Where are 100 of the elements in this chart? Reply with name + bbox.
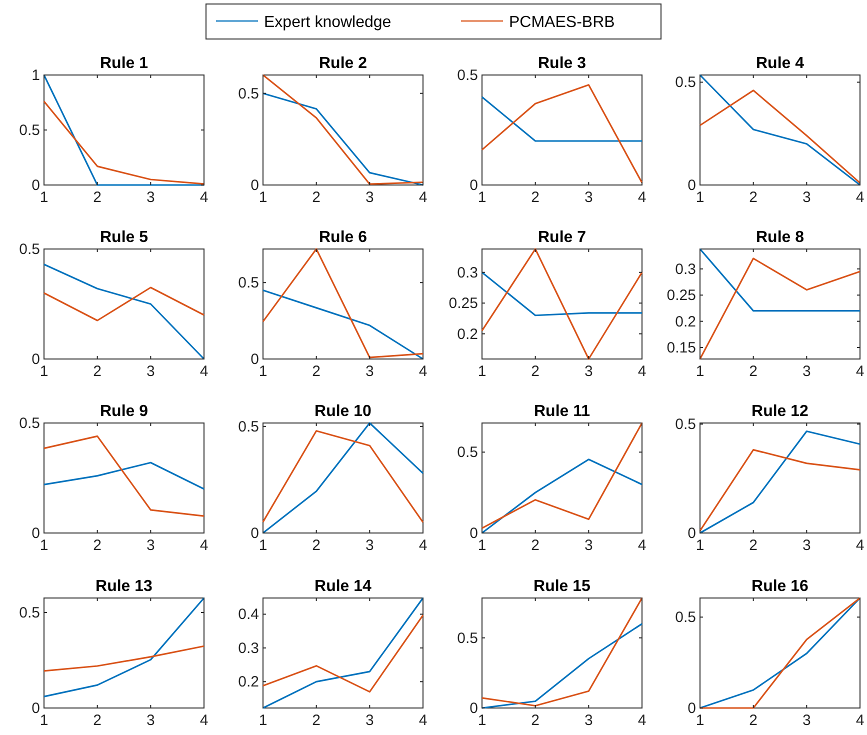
x-tick-label: 4 — [856, 189, 864, 206]
x-tick-label: 2 — [312, 712, 321, 729]
chart-title: Rule 8 — [756, 229, 804, 246]
x-tick-label: 4 — [200, 363, 208, 380]
x-tick-label: 4 — [418, 363, 428, 380]
x-tick-label: 4 — [856, 712, 864, 729]
x-tick-label: 4 — [638, 712, 646, 729]
x-tick-label: 4 — [418, 189, 428, 206]
line-series — [699, 258, 861, 360]
y-tick-label: 0.5 — [675, 74, 696, 92]
x-tick-label: 2 — [531, 189, 540, 206]
line-series — [262, 597, 424, 709]
line-series — [262, 422, 424, 534]
y-tick-label: 0.5 — [457, 630, 478, 647]
x-tick-label: 3 — [584, 537, 593, 554]
y-tick-label: 1 — [32, 67, 40, 84]
y-tick-label: 0.3 — [457, 264, 478, 282]
x-tick-label: 2 — [93, 712, 102, 729]
x-tick-label: 4 — [418, 712, 428, 729]
y-tick-label: 0.5 — [238, 274, 259, 292]
y-tick-label: 0 — [688, 177, 696, 194]
line-series — [481, 458, 643, 534]
line-series — [481, 84, 643, 184]
x-tick-label: 2 — [312, 363, 321, 380]
x-tick-label: 3 — [584, 189, 593, 206]
y-tick-label: 0.25 — [448, 295, 478, 312]
line-series — [43, 100, 205, 185]
chart-title: Rule 13 — [96, 578, 153, 595]
chart-title: Rule 15 — [534, 578, 591, 595]
line-series — [262, 74, 424, 185]
x-tick-label: 4 — [638, 363, 646, 380]
line-series — [481, 422, 643, 529]
line-series — [699, 597, 861, 709]
chart-title: Rule 4 — [756, 55, 804, 72]
chart-title: Rule 7 — [538, 229, 586, 246]
legend-label: Expert knowledge — [264, 14, 392, 31]
x-tick-label: 2 — [749, 189, 758, 206]
chart-title: Rule 5 — [100, 229, 148, 246]
chart-title: Rule 2 — [318, 55, 368, 72]
x-tick-label: 3 — [584, 712, 593, 729]
y-tick-label: 0.5 — [19, 604, 40, 622]
y-tick-label: 0 — [32, 351, 40, 368]
x-tick-label: 4 — [856, 537, 864, 554]
x-tick-label: 2 — [93, 363, 102, 380]
line-series — [699, 90, 861, 184]
x-tick-label: 2 — [531, 363, 540, 380]
line-series — [262, 430, 424, 524]
line-series — [43, 462, 205, 490]
x-tick-label: 4 — [638, 537, 646, 554]
x-tick-label: 2 — [93, 189, 102, 206]
x-tick-label: 3 — [802, 189, 811, 206]
line-series — [262, 92, 424, 186]
x-tick-label: 4 — [200, 537, 208, 554]
chart-title: Rule 9 — [100, 403, 148, 420]
y-tick-label: 0.2 — [675, 313, 696, 330]
x-tick-label: 2 — [93, 537, 102, 554]
y-tick-label: 0.3 — [675, 260, 696, 278]
chart-title: Rule 16 — [752, 578, 809, 595]
y-tick-label: 0.15 — [666, 339, 696, 356]
y-tick-label: 0.5 — [675, 416, 696, 434]
y-tick-label: 0 — [250, 525, 259, 542]
line-series — [262, 614, 424, 693]
x-tick-label: 4 — [856, 363, 864, 380]
y-tick-label: 0 — [32, 525, 40, 542]
x-tick-label: 4 — [200, 712, 208, 729]
x-tick-label: 2 — [749, 363, 758, 380]
x-tick-label: 3 — [146, 189, 155, 206]
line-series — [699, 430, 861, 534]
line-series — [481, 623, 643, 709]
line-series — [43, 597, 205, 698]
chart-title: Rule 1 — [100, 55, 148, 72]
x-tick-label: 2 — [531, 712, 540, 729]
chart-title: Rule 6 — [318, 229, 368, 246]
y-tick-label: 0 — [688, 700, 696, 717]
y-tick-label: 0.5 — [238, 85, 259, 102]
x-tick-label: 3 — [365, 537, 374, 554]
y-tick-label: 0.5 — [19, 241, 40, 258]
y-tick-label: 0.4 — [238, 606, 259, 624]
x-tick-label: 3 — [365, 189, 374, 206]
y-tick-label: 0 — [32, 700, 40, 717]
y-tick-label: 0 — [470, 525, 478, 542]
chart-title: Rule 3 — [538, 55, 586, 72]
y-tick-label: 0.5 — [19, 122, 40, 139]
line-series — [43, 286, 205, 322]
chart-title: Rule 14 — [314, 578, 372, 595]
x-tick-label: 2 — [531, 537, 540, 554]
x-tick-label: 3 — [802, 537, 811, 554]
y-tick-label: 0.5 — [238, 418, 259, 436]
y-tick-label: 0 — [250, 351, 259, 368]
line-series — [43, 435, 205, 517]
chart-title: Rule 10 — [314, 403, 372, 420]
x-tick-label: 4 — [200, 189, 208, 206]
chart-title: Rule 12 — [752, 403, 809, 420]
x-tick-label: 3 — [365, 712, 374, 729]
x-tick-label: 3 — [146, 712, 155, 729]
y-tick-label: 0 — [470, 700, 478, 717]
y-tick-label: 0 — [250, 177, 259, 194]
y-tick-label: 0 — [688, 525, 696, 542]
line-series — [262, 248, 424, 358]
y-tick-label: 0.25 — [666, 287, 696, 304]
